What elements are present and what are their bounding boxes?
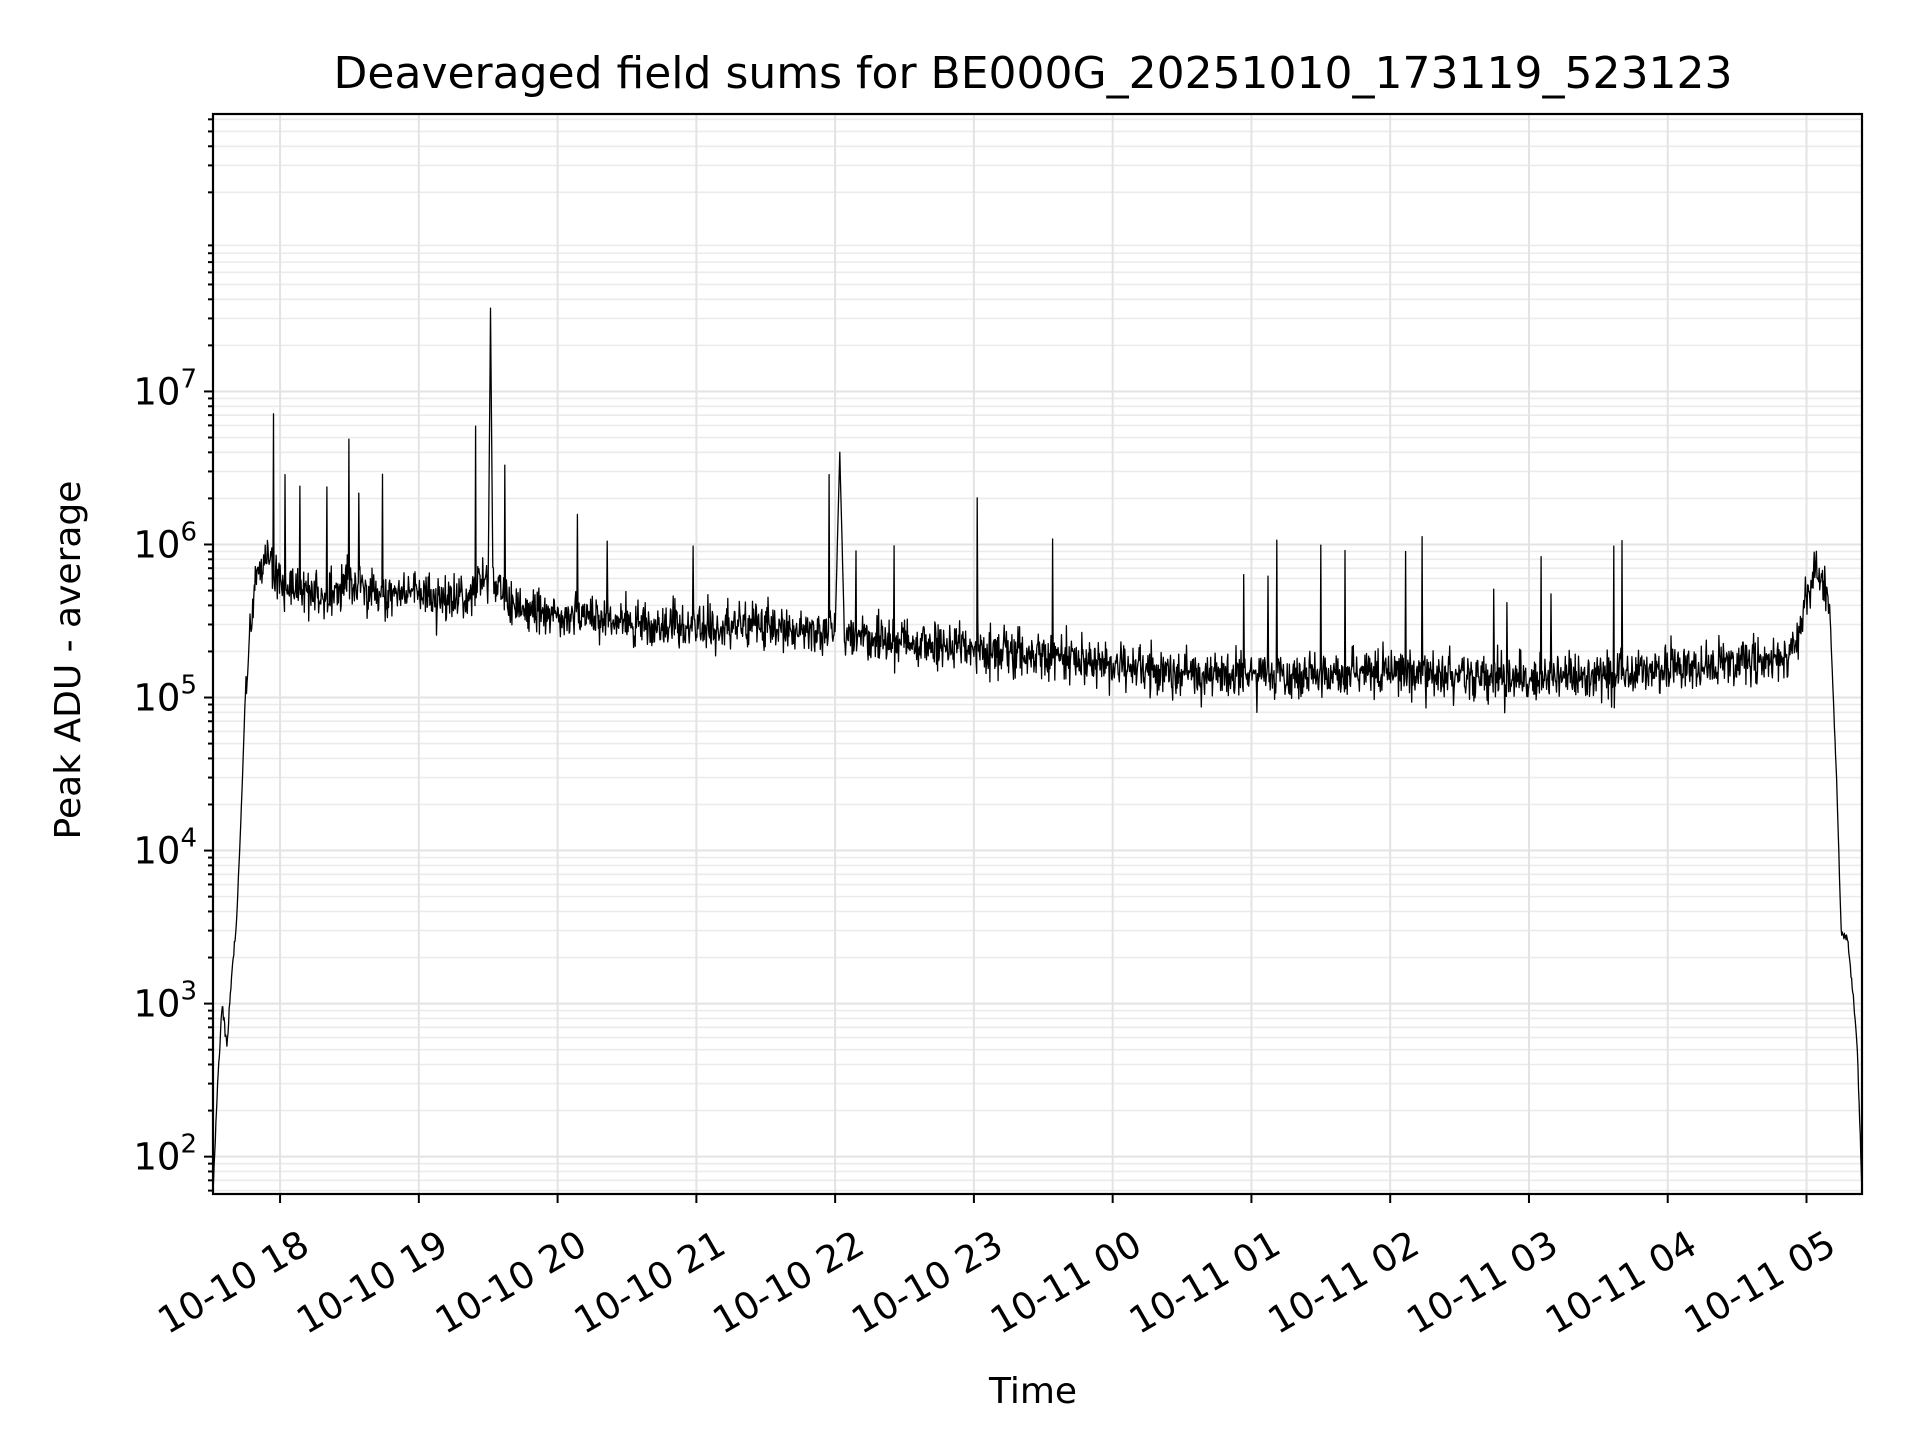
series-layer [212, 307, 1863, 1195]
x-axis-label: Time [988, 1371, 1077, 1412]
y-tick-labels: 102 103 104 105 106 107 [133, 364, 197, 1178]
y-tick-label: 106 [133, 517, 197, 566]
series-line [212, 307, 1863, 1195]
grid [213, 114, 1862, 1194]
chart-title: Deaveraged field sums for BE000G_2025101… [334, 48, 1733, 99]
y-tick-label: 104 [133, 824, 197, 873]
y-axis-label: Peak ADU - average [48, 481, 89, 840]
tick-marks [204, 118, 1808, 1203]
y-tick-label: 103 [133, 977, 197, 1026]
y-tick-label: 102 [133, 1130, 197, 1179]
y-tick-label: 105 [133, 671, 197, 720]
plot-frame [211, 112, 1864, 1196]
y-tick-label: 107 [133, 364, 197, 413]
